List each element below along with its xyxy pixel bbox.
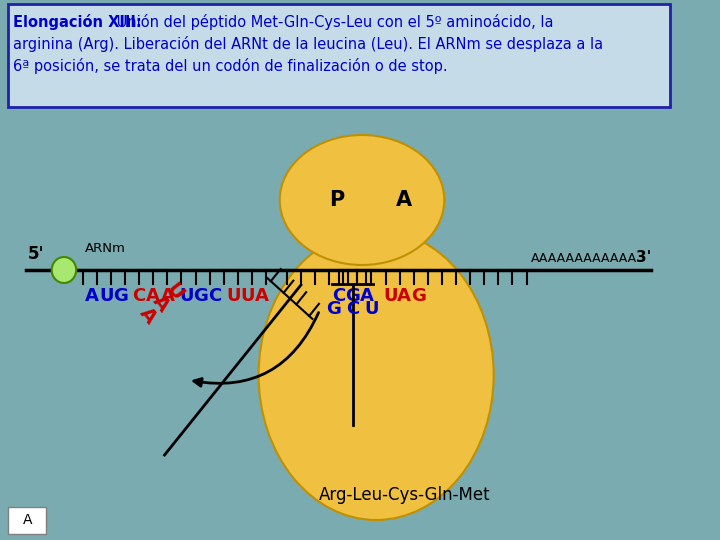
Text: G: G (411, 287, 426, 305)
Text: 5': 5' (28, 245, 45, 263)
Text: 6ª posición, se trata del un codón de finalización o de stop.: 6ª posición, se trata del un codón de fi… (13, 58, 448, 74)
Text: U: U (99, 287, 114, 305)
Text: arginina (Arg). Liberación del ARNt de la leucina (Leu). El ARNm se desplaza a l: arginina (Arg). Liberación del ARNt de l… (13, 36, 603, 52)
Text: C: C (332, 287, 345, 305)
Text: Elongación XIII:: Elongación XIII: (13, 14, 142, 30)
FancyBboxPatch shape (7, 4, 670, 107)
Text: C: C (346, 300, 359, 318)
Text: A: A (396, 190, 413, 210)
Text: U: U (226, 287, 240, 305)
Text: A: A (360, 287, 374, 305)
Text: U: U (383, 287, 397, 305)
Text: P: P (329, 190, 344, 210)
Text: G: G (345, 287, 360, 305)
Text: A: A (397, 287, 411, 305)
Text: Unión del péptido Met-Gln-Cys-Leu con el 5º aminoácido, la: Unión del péptido Met-Gln-Cys-Leu con el… (112, 14, 554, 30)
Text: 3': 3' (636, 250, 651, 265)
Text: Arg-Leu-Cys-Gln-Met: Arg-Leu-Cys-Gln-Met (318, 486, 490, 504)
Text: U: U (179, 287, 194, 305)
FancyBboxPatch shape (9, 507, 46, 534)
Circle shape (52, 257, 76, 283)
Text: AAAAAAAAAAAA: AAAAAAAAAAAA (531, 252, 637, 265)
FancyArrowPatch shape (194, 313, 318, 386)
Text: ARNm: ARNm (85, 242, 125, 255)
Text: A: A (254, 287, 269, 305)
Text: A: A (135, 304, 160, 328)
Ellipse shape (258, 230, 494, 520)
Text: A: A (148, 292, 173, 316)
Ellipse shape (280, 135, 444, 265)
Text: U: U (364, 300, 379, 318)
Text: U: U (161, 280, 186, 304)
Text: G: G (193, 287, 208, 305)
Text: A: A (161, 287, 174, 305)
Text: G: G (113, 287, 127, 305)
Text: A: A (22, 513, 32, 527)
Text: A: A (146, 287, 161, 305)
Text: C: C (208, 287, 221, 305)
Text: G: G (326, 300, 341, 318)
Text: U: U (240, 287, 255, 305)
Text: A: A (85, 287, 99, 305)
Text: C: C (132, 287, 145, 305)
